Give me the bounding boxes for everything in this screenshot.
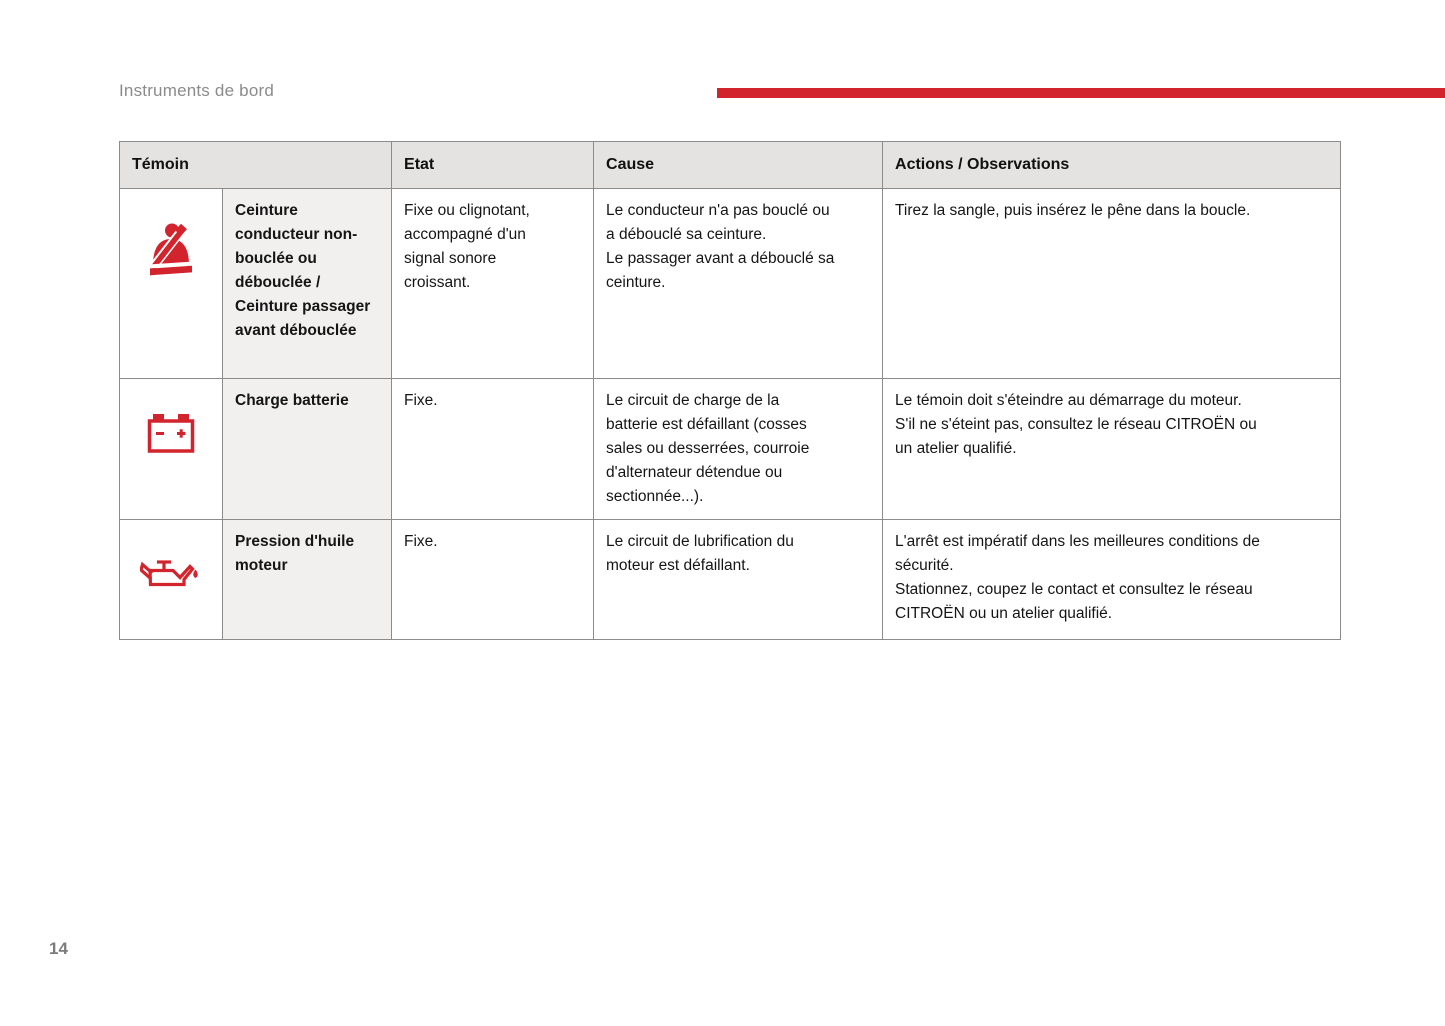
cause-text: Le circuit de lubrification du moteur es… — [593, 519, 884, 640]
col-header-temoin: Témoin — [118, 141, 393, 189]
table-row-battery: Charge batterie Fixe. Le circuit de char… — [119, 378, 1342, 520]
accent-bar — [717, 88, 1445, 98]
warning-label: Ceinture conducteur non-bouclée ou débou… — [221, 188, 393, 379]
telltale-cell — [119, 519, 223, 640]
actions-text: L'arrêt est impératif dans les meilleure… — [882, 519, 1342, 640]
actions-text: Tirez la sangle, puis insérez le pêne da… — [882, 188, 1342, 379]
seatbelt-warning-icon — [150, 223, 192, 277]
col-header-cause: Cause — [593, 141, 884, 189]
table-header-row: Témoin Etat Cause Actions / Observations — [118, 141, 1342, 189]
warning-lights-table: Témoin Etat Cause Actions / Observations… — [118, 141, 1342, 640]
col-header-actions: Actions / Observations — [882, 141, 1342, 189]
table-row-oil: Pression d'huile moteur Fixe. Le circuit… — [119, 519, 1342, 640]
telltale-cell — [119, 188, 223, 379]
oil-pressure-icon — [140, 560, 198, 587]
battery-charge-icon — [147, 414, 195, 453]
etat-text: Fixe. — [391, 378, 595, 520]
section-title: Instruments de bord — [119, 81, 274, 100]
actions-text: Le témoin doit s'éteindre au démarrage d… — [882, 378, 1342, 520]
table-row-seatbelt: Ceinture conducteur non-bouclée ou débou… — [119, 188, 1342, 379]
warning-label: Charge batterie — [221, 378, 393, 520]
page-number: 14 — [49, 939, 68, 958]
cause-text: Le circuit de charge de la batterie est … — [593, 378, 884, 520]
etat-text: Fixe ou clignotant, accompagné d'un sign… — [391, 188, 595, 379]
etat-text: Fixe. — [391, 519, 595, 640]
col-header-etat: Etat — [391, 141, 595, 189]
cause-text: Le conducteur n'a pas bouclé ou a débouc… — [593, 188, 884, 379]
warning-label: Pression d'huile moteur — [221, 519, 393, 640]
telltale-cell — [119, 378, 223, 520]
